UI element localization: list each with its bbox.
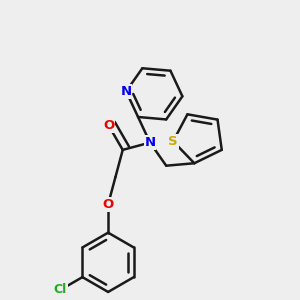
Text: O: O — [103, 198, 114, 211]
Text: Cl: Cl — [53, 283, 67, 296]
Text: O: O — [103, 119, 114, 132]
Text: N: N — [121, 85, 132, 98]
Text: N: N — [144, 136, 156, 149]
Text: S: S — [168, 135, 178, 148]
